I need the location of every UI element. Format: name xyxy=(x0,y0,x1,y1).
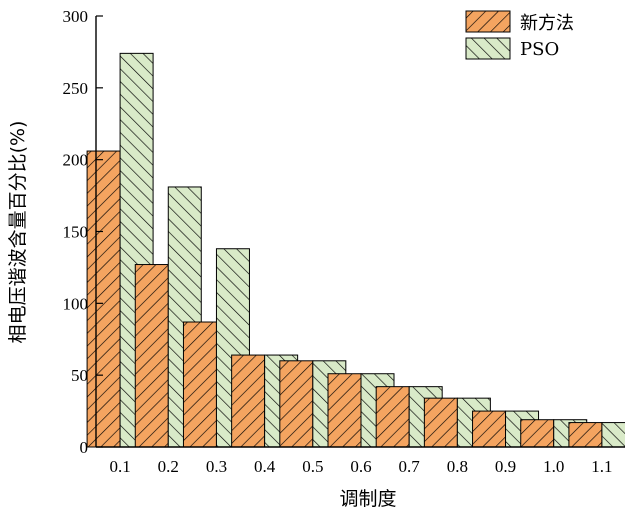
legend: 新方法 PSO xyxy=(465,10,574,60)
x-tick-label: 0.8 xyxy=(447,457,468,476)
y-axis-ticks: 0 50 100 150 200 250 300 xyxy=(63,7,103,457)
y-tick-label: 300 xyxy=(63,7,89,26)
y-tick-label: 50 xyxy=(71,366,88,385)
y-tick-label: 200 xyxy=(63,151,89,170)
bar-new-method-0.6 xyxy=(327,373,362,448)
bar-new-method-0.4 xyxy=(231,354,266,448)
bar-new-method-0.1 xyxy=(86,150,121,448)
y-axis-title: 相电压谐波含量百分比(%) xyxy=(7,121,29,344)
bar-new-method-0.7 xyxy=(375,386,410,448)
x-tick-label: 0.4 xyxy=(254,457,276,476)
legend-label-pso: PSO xyxy=(520,39,559,60)
x-tick-label: 0.7 xyxy=(399,457,421,476)
legend-label-new-method: 新方法 xyxy=(520,13,574,34)
x-tick-label: 1.0 xyxy=(543,457,564,476)
x-tick-label: 1.1 xyxy=(591,457,612,476)
x-tick-label: 0.5 xyxy=(302,457,323,476)
y-tick-label: 100 xyxy=(63,294,89,313)
bar-new-method-0.5 xyxy=(279,360,314,448)
bars-group xyxy=(86,52,625,448)
bar-new-method-1.0 xyxy=(520,419,555,448)
x-tick-label: 0.2 xyxy=(158,457,179,476)
x-tick-label: 0.6 xyxy=(350,457,371,476)
y-tick-label: 250 xyxy=(63,79,89,98)
bar-new-method-0.8 xyxy=(423,397,458,448)
x-tick-label: 0.3 xyxy=(206,457,227,476)
bar-new-method-0.9 xyxy=(472,410,507,448)
legend-swatch-pso xyxy=(465,37,511,60)
x-tick-label: 0.9 xyxy=(495,457,516,476)
x-axis-ticks: 0.1 0.2 0.3 0.4 0.5 0.6 0.7 0.8 0.9 1.0 1.1 xyxy=(109,457,612,476)
y-tick-label: 150 xyxy=(63,223,89,242)
bar-new-method-0.2 xyxy=(134,264,169,448)
x-tick-label: 0.1 xyxy=(109,457,130,476)
legend-swatch-new-method xyxy=(465,10,511,33)
bar-new-method-1.1 xyxy=(568,422,603,448)
bar-new-method-0.3 xyxy=(182,321,217,448)
bar-pso-1.1 xyxy=(601,422,625,448)
x-axis-title: 调制度 xyxy=(339,488,396,510)
y-tick-label: 0 xyxy=(80,438,89,457)
